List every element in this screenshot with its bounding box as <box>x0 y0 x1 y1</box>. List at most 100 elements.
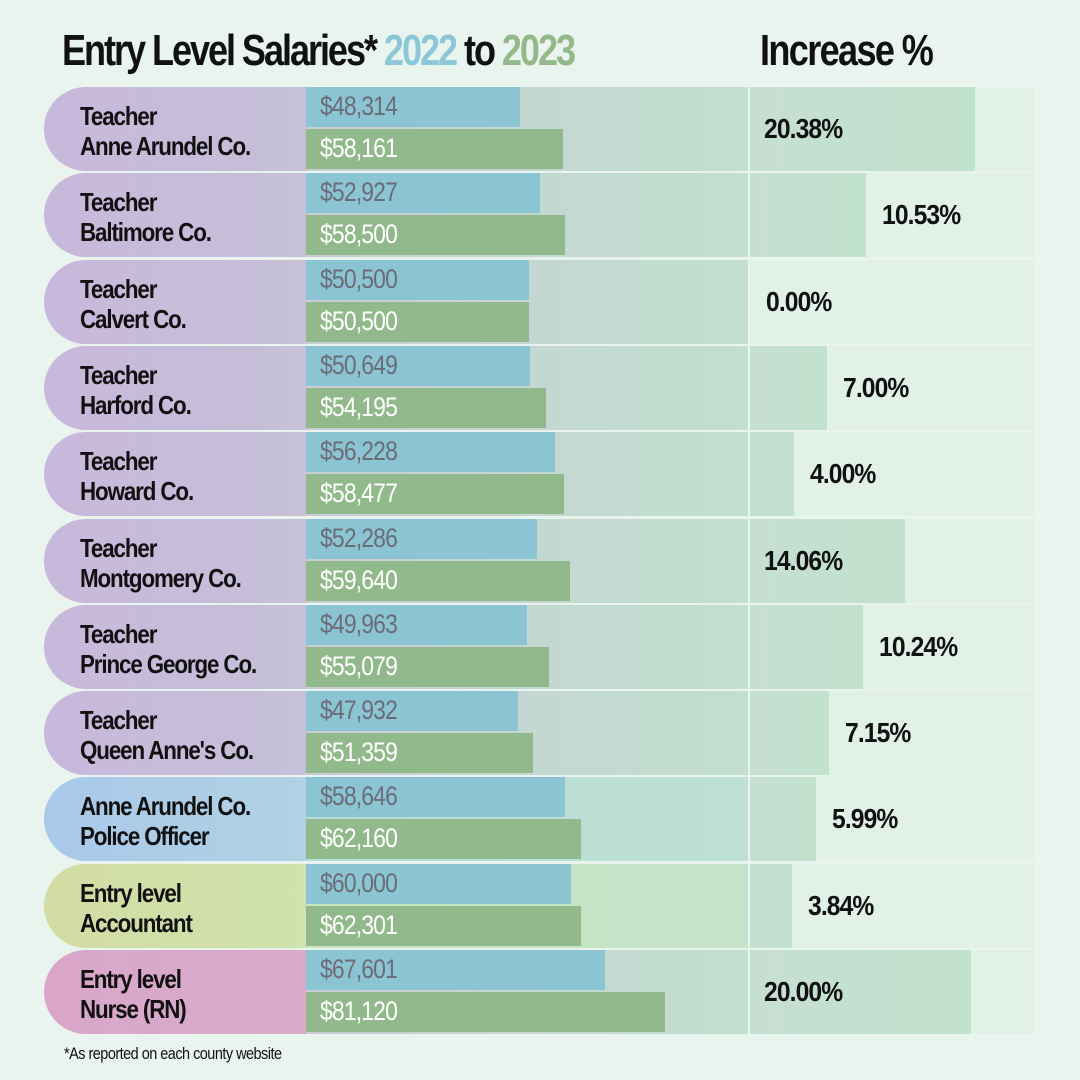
title-connector: to <box>463 26 496 75</box>
category-label-line2: Nurse (RN) <box>80 994 187 1024</box>
bar-2022: $58,646 <box>306 777 565 818</box>
category-label-pill: Teacher Anne Arundel Co. <box>44 87 306 171</box>
increase-label: 5.99% <box>832 803 898 835</box>
bar-2023-label: $55,079 <box>320 650 398 681</box>
category-label: Anne Arundel Co. Police Officer <box>80 791 251 852</box>
increase-track: 10.24% <box>750 604 1034 689</box>
increase-track: 7.00% <box>750 345 1034 430</box>
bar-2023: $62,301 <box>306 905 581 946</box>
bar-2022-label: $50,500 <box>320 263 398 294</box>
category-label: Entry level Accountant <box>80 877 193 938</box>
bar-2023: $62,160 <box>306 819 581 860</box>
increase-label: 20.00% <box>764 976 843 1007</box>
title-year-2023: 2023 <box>501 26 576 75</box>
bar-2022: $49,963 <box>306 604 527 645</box>
bar-2023-label: $59,640 <box>320 564 398 595</box>
chart-row: Teacher Calvert Co. $50,500 $50,500 0.00% <box>44 259 1034 344</box>
chart-title: Entry Level Salaries* 2022 to 2023 <box>62 26 576 76</box>
bar-2022-label: $50,649 <box>320 349 398 380</box>
category-label-pill: Teacher Harford Co. <box>44 345 306 430</box>
bar-2022-label: $48,314 <box>320 91 398 121</box>
bar-2023: $81,120 <box>306 992 665 1032</box>
salary-track: $56,228 $58,477 <box>306 432 748 517</box>
category-label-line1: Teacher <box>80 101 157 131</box>
increase-track: 10.53% <box>750 173 1034 258</box>
category-label-pill: Teacher Calvert Co. <box>44 259 306 344</box>
salary-track: $52,927 $58,500 <box>306 173 748 258</box>
category-label-line2: Anne Arundel Co. <box>80 131 251 161</box>
bar-2022: $52,286 <box>306 518 537 559</box>
salary-track: $48,314 $58,161 <box>306 87 748 171</box>
category-label-line1: Anne Arundel Co. <box>80 791 251 822</box>
category-label: Teacher Prince George Co. <box>80 619 257 679</box>
increase-label: 4.00% <box>810 458 876 490</box>
increase-track: 7.15% <box>750 691 1034 776</box>
increase-bar <box>750 604 863 689</box>
increase-label: 20.38% <box>764 113 843 144</box>
salary-track: $50,649 $54,195 <box>306 345 748 430</box>
increase-track: 20.00% <box>750 950 1034 1034</box>
increase-label: 7.00% <box>843 371 909 403</box>
increase-track: 5.99% <box>750 777 1034 862</box>
category-label: Teacher Anne Arundel Co. <box>80 101 251 161</box>
category-label-line1: Teacher <box>80 187 157 218</box>
bar-2022-label: $67,601 <box>320 954 398 984</box>
category-label: Teacher Harford Co. <box>80 359 192 420</box>
category-label-pill: Entry level Accountant <box>44 863 306 948</box>
category-label-pill: Teacher Prince George Co. <box>44 604 306 689</box>
increase-track: 4.00% <box>750 432 1034 517</box>
category-label-line1: Teacher <box>80 359 157 390</box>
category-label-line1: Entry level <box>80 877 182 908</box>
category-label-pill: Teacher Baltimore Co. <box>44 173 306 258</box>
bar-2022-label: $52,927 <box>320 177 398 208</box>
increase-label: 10.24% <box>879 630 958 662</box>
category-label-line2: Accountant <box>80 907 193 938</box>
category-label-line1: Teacher <box>80 532 157 563</box>
increase-label: 3.84% <box>808 889 874 921</box>
bar-2023-label: $58,161 <box>320 133 398 163</box>
bar-2022-label: $49,963 <box>320 608 398 639</box>
bar-2022-label: $52,286 <box>320 522 398 553</box>
bar-2022: $48,314 <box>306 87 520 127</box>
bar-2023: $51,359 <box>306 733 533 774</box>
bar-2022: $60,000 <box>306 863 571 904</box>
category-label: Entry level Nurse (RN) <box>80 964 187 1024</box>
category-label: Teacher Montgomery Co. <box>80 532 242 593</box>
category-label-pill: Teacher Howard Co. <box>44 432 306 517</box>
increase-track: 14.06% <box>750 518 1034 603</box>
category-label-line1: Entry level <box>80 964 182 994</box>
bar-2023: $58,500 <box>306 215 565 256</box>
increase-track: 0.00% <box>750 259 1034 344</box>
category-label: Teacher Baltimore Co. <box>80 187 212 247</box>
bar-2022: $52,927 <box>306 173 540 214</box>
increase-bar <box>750 173 866 258</box>
bar-2022: $56,228 <box>306 432 555 473</box>
chart-row: Teacher Anne Arundel Co. $48,314 $58,161 20.… <box>44 87 1034 171</box>
bar-2023-label: $58,500 <box>320 219 398 250</box>
category-label-line1: Teacher <box>80 446 157 477</box>
increase-label: 7.15% <box>845 717 911 749</box>
bar-2022: $67,601 <box>306 950 605 990</box>
bar-2022: $50,649 <box>306 345 530 386</box>
category-label: Teacher Calvert Co. <box>80 274 187 334</box>
bar-2023: $54,195 <box>306 387 546 428</box>
chart-row: Teacher Harford Co. $50,649 $54,195 7.00% <box>44 345 1034 430</box>
chart-row: Teacher Montgomery Co. $52,286 $59,640 14.06… <box>44 518 1034 603</box>
category-label-pill: Entry level Nurse (RN) <box>44 950 306 1034</box>
chart-row: Anne Arundel Co. Police Officer $58,646 $62… <box>44 777 1034 862</box>
bar-2023-label: $62,301 <box>320 909 398 940</box>
bar-2023: $50,500 <box>306 301 529 342</box>
salary-track: $50,500 $50,500 <box>306 259 748 344</box>
category-label-line2: Calvert Co. <box>80 303 187 334</box>
category-label-pill: Anne Arundel Co. Police Officer <box>44 777 306 862</box>
bar-2023-label: $58,477 <box>320 478 398 509</box>
chart-row: Teacher Baltimore Co. $52,927 $58,500 10.53% <box>44 173 1034 258</box>
category-label-line2: Police Officer <box>80 821 210 852</box>
increase-bar <box>750 432 794 517</box>
salary-track: $67,601 $81,120 <box>306 950 748 1034</box>
bar-2023: $55,079 <box>306 646 549 687</box>
bar-2023-label: $81,120 <box>320 996 398 1026</box>
increase-header: Increase % <box>760 26 934 75</box>
bar-2022-label: $56,228 <box>320 436 398 467</box>
chart-row: Entry level Accountant $60,000 $62,301 3.84% <box>44 863 1034 948</box>
